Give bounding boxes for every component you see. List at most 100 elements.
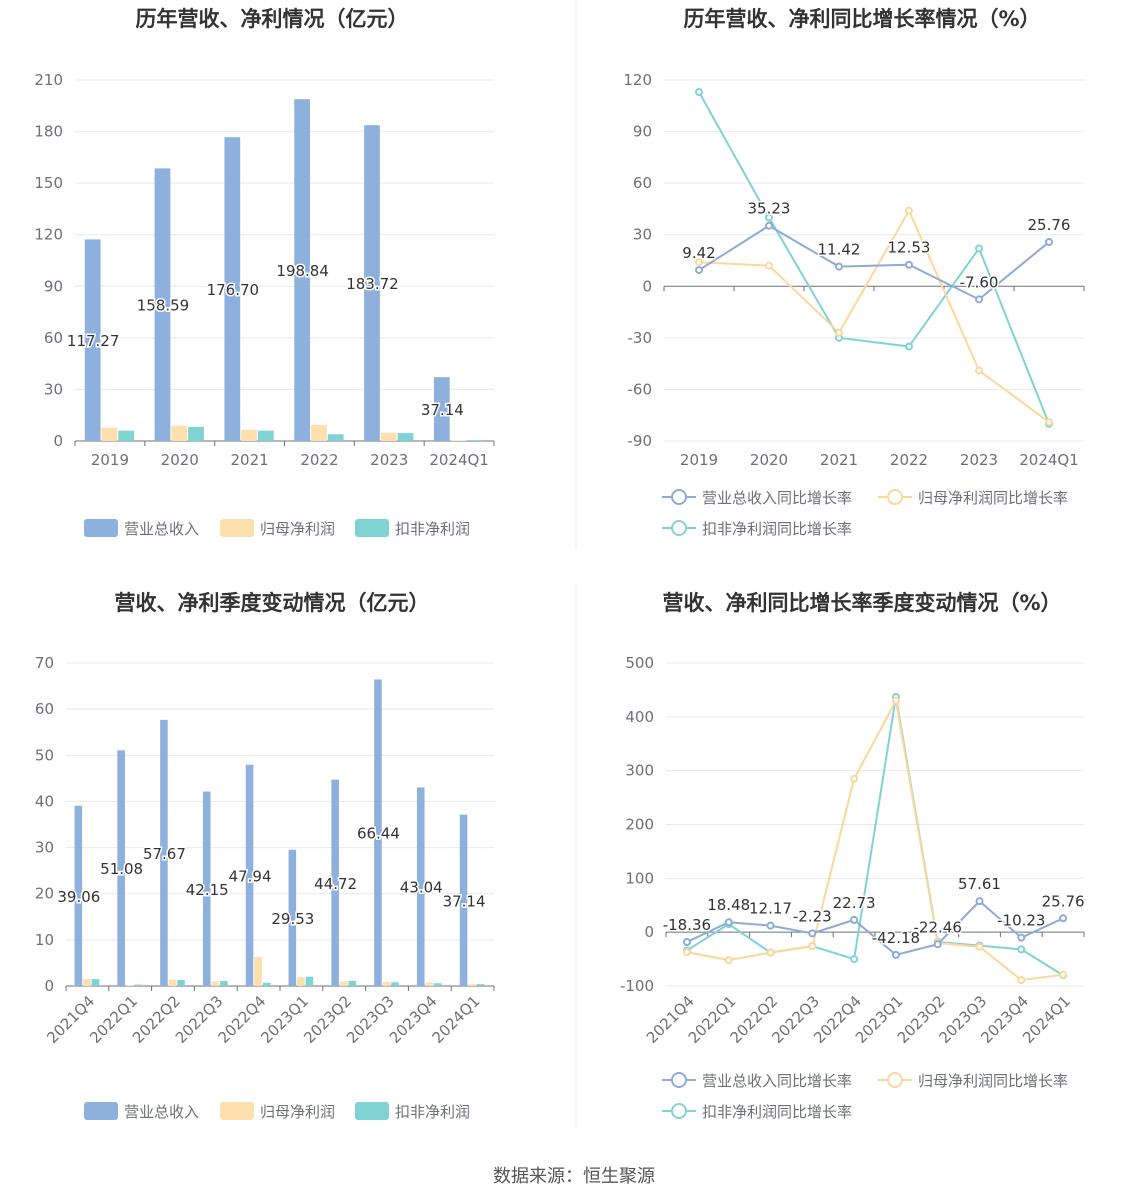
y-tick-label: 210	[34, 71, 63, 89]
data-point	[975, 295, 983, 304]
bar-revenue	[224, 137, 241, 441]
y-tick-label: 0	[642, 277, 652, 295]
series-line-revenue	[698, 224, 1050, 301]
x-tick-label: 2021	[230, 451, 268, 469]
chart-title: 历年营收、净利同比增长率情况（%）	[683, 7, 1040, 31]
data-source-note: 数据来源：恒生聚源	[493, 1166, 655, 1187]
x-tick-label: 2023	[370, 451, 408, 469]
data-label: -18.36	[663, 916, 711, 934]
legend-label: 扣非净利润	[395, 1103, 470, 1121]
data-label: 25.76	[1028, 216, 1071, 234]
data-point	[766, 948, 775, 957]
data-point	[1017, 945, 1026, 954]
bar-revenue	[364, 125, 380, 441]
data-point	[695, 258, 703, 267]
y-tick-label: 30	[44, 380, 63, 398]
data-label: -10.23	[997, 912, 1045, 930]
series-line-deducted-profit	[698, 91, 1050, 425]
bar-revenue	[160, 719, 168, 986]
series-line-net-profit	[686, 697, 1064, 982]
y-tick-label: 40	[35, 792, 54, 810]
legend-label: 归母净利润	[260, 1103, 335, 1121]
data-point	[975, 244, 983, 253]
data-point	[724, 918, 733, 927]
bar-revenue	[459, 814, 468, 986]
bar-deducted-profit	[257, 430, 274, 441]
bar-revenue	[245, 764, 254, 986]
legend-label: 归母净利润同比增长率	[918, 1072, 1068, 1090]
bar-deducted-profit	[391, 982, 399, 986]
bar-deducted-profit	[188, 426, 204, 441]
y-tick-label: 60	[633, 174, 652, 192]
bar-revenue	[74, 805, 83, 986]
legend-swatch-marker	[671, 520, 687, 536]
data-label: 44.72	[314, 875, 357, 893]
data-label: 42.15	[186, 881, 229, 899]
legend-label: 扣非净利润同比增长率	[702, 1103, 852, 1121]
y-tick-label: 70	[35, 654, 54, 672]
bar-net-profit	[101, 427, 118, 441]
annual-revenue-profit-chart: 历年营收、净利情况（亿元） 0 30 60 90 120 150 180 210 2019 2020…	[34, 7, 495, 538]
bar-deducted-profit	[220, 980, 228, 986]
bar-revenue	[294, 99, 311, 441]
legend-label: 营业总收入	[124, 520, 199, 538]
legend-swatch-marker	[671, 1072, 687, 1088]
data-label: 11.42	[818, 241, 861, 259]
x-tick-label: 2024Q1	[429, 992, 484, 1047]
data-point	[850, 915, 859, 924]
bar-deducted-profit	[118, 430, 135, 441]
data-label: 158.59	[137, 297, 190, 315]
data-point	[850, 774, 859, 783]
y-tick-label: 180	[34, 123, 63, 141]
legend-label: 营业总收入同比增长率	[702, 1072, 852, 1090]
data-label: 9.42	[682, 244, 715, 262]
bar-revenue	[331, 779, 339, 986]
x-tick-label: 2023	[960, 451, 998, 469]
data-point	[766, 921, 775, 930]
legend-swatch	[220, 1102, 254, 1120]
bar-revenue	[288, 849, 297, 986]
bar-net-profit	[382, 981, 391, 986]
series-line-net-profit	[698, 208, 1050, 423]
y-tick-label: 20	[35, 885, 54, 903]
series-line-deducted-profit	[686, 696, 1064, 977]
data-label: 35.23	[748, 200, 791, 218]
y-tick-label: 0	[644, 923, 654, 941]
bar-net-profit	[380, 432, 397, 441]
y-tick-label: 30	[633, 226, 652, 244]
legend-label: 扣非净利润同比增长率	[702, 520, 852, 538]
data-label: -7.60	[960, 273, 999, 291]
x-tick-label: 2022	[890, 451, 928, 469]
y-tick-label: 60	[35, 700, 54, 718]
data-point	[905, 206, 913, 215]
data-label: 29.53	[271, 910, 314, 928]
data-point	[975, 366, 983, 375]
bar-revenue	[117, 750, 125, 986]
bar-deducted-profit	[177, 980, 185, 986]
data-label: 22.73	[833, 894, 876, 912]
y-tick-label: 90	[44, 277, 63, 295]
data-point	[975, 897, 984, 906]
data-point	[1017, 933, 1026, 942]
legend-swatch-marker	[671, 489, 687, 505]
data-point	[765, 261, 773, 270]
data-point	[1045, 238, 1053, 247]
chart-title: 营收、净利同比增长率季度变动情况（%）	[662, 591, 1061, 615]
x-tick-label: 2020	[161, 451, 199, 469]
data-point	[808, 942, 817, 951]
bar-net-profit	[171, 425, 188, 441]
bar-net-profit	[339, 981, 348, 986]
legend-label: 归母净利润	[260, 520, 335, 538]
data-label: -2.23	[793, 907, 832, 925]
legend-swatch-marker	[671, 1103, 687, 1119]
bar-revenue	[154, 168, 171, 442]
bar-deducted-profit	[262, 982, 271, 986]
data-point	[1017, 976, 1026, 985]
data-point	[808, 929, 817, 938]
data-label: 117.27	[67, 332, 120, 350]
data-point	[835, 328, 843, 337]
bar-deducted-profit	[134, 984, 143, 986]
y-tick-label: 0	[44, 977, 54, 995]
data-label: 18.48	[707, 896, 750, 914]
